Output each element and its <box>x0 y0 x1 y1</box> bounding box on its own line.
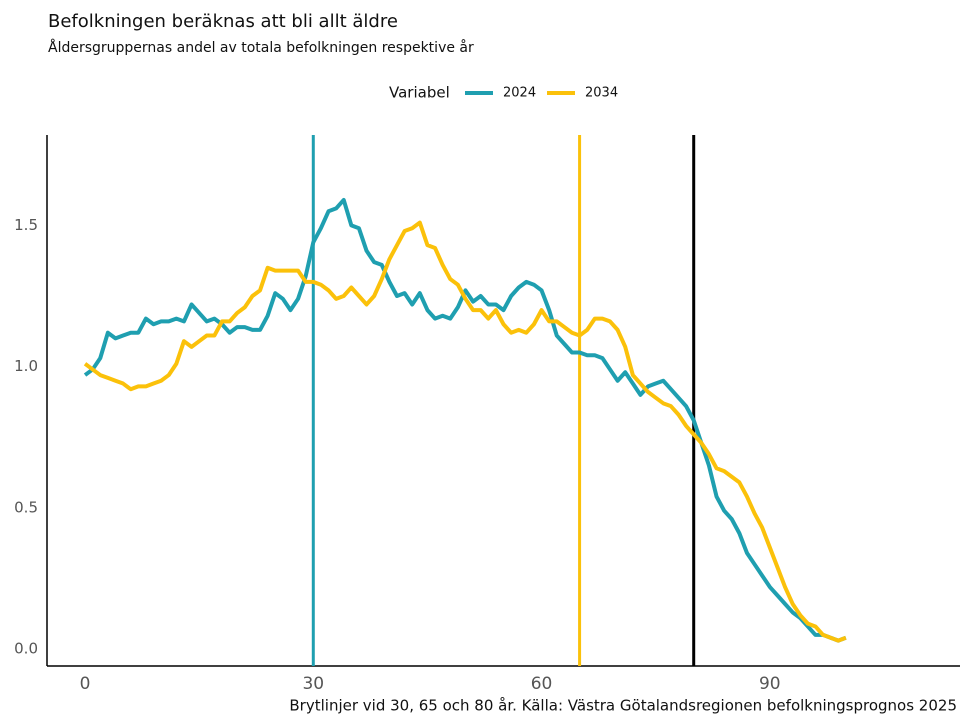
legend-label: 2024 <box>503 86 536 101</box>
data-line <box>83 220 847 643</box>
chart-title: Befolkningen beräknas att bli allt äldre <box>48 11 398 32</box>
legend-label: 2034 <box>585 86 618 101</box>
y-tick-label: 1.0 <box>14 357 38 375</box>
y-tick-label: 0.5 <box>14 498 38 516</box>
x-tick-label: 30 <box>302 674 324 694</box>
data-line <box>83 197 847 643</box>
caption: Brytlinjer vid 30, 65 och 80 år. Källa: … <box>289 697 957 715</box>
x-tick-label: 90 <box>759 674 781 694</box>
y-tick-label: 1.5 <box>14 216 38 234</box>
legend-title: Variabel <box>389 84 450 102</box>
x-tick-label: 60 <box>531 674 553 694</box>
x-tick-label: 0 <box>80 674 91 694</box>
y-tick-label: 0.0 <box>14 640 38 658</box>
chart-subtitle: Åldersgruppernas andel av totala befolkn… <box>48 39 474 56</box>
